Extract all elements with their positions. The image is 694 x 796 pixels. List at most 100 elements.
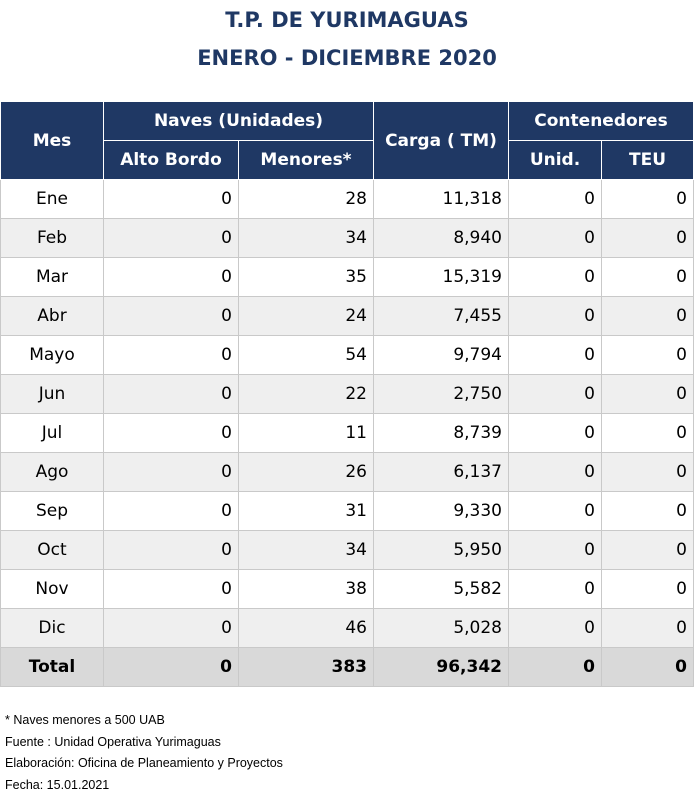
cell-alto-bordo: 0 [104, 336, 239, 375]
header-teu: TEU [602, 141, 694, 180]
total-cell-teu: 0 [602, 648, 694, 687]
cell-mes: Abr [1, 297, 104, 336]
cell-alto-bordo: 0 [104, 609, 239, 648]
cell-carga: 2,750 [374, 375, 509, 414]
cell-menores: 35 [239, 258, 374, 297]
cell-unid: 0 [509, 375, 602, 414]
cell-teu: 0 [602, 297, 694, 336]
footnotes: * Naves menores a 500 UAB Fuente : Unida… [5, 710, 283, 796]
cell-mes: Mayo [1, 336, 104, 375]
cell-alto-bordo: 0 [104, 258, 239, 297]
total-cell-menores: 383 [239, 648, 374, 687]
cell-alto-bordo: 0 [104, 414, 239, 453]
cell-unid: 0 [509, 531, 602, 570]
cell-teu: 0 [602, 414, 694, 453]
cell-teu: 0 [602, 609, 694, 648]
cell-menores: 46 [239, 609, 374, 648]
cell-alto-bordo: 0 [104, 180, 239, 219]
cell-teu: 0 [602, 219, 694, 258]
cell-carga: 5,582 [374, 570, 509, 609]
cell-unid: 0 [509, 219, 602, 258]
cell-teu: 0 [602, 258, 694, 297]
cell-alto-bordo: 0 [104, 492, 239, 531]
header-contenedores: Contenedores [509, 102, 694, 141]
cell-unid: 0 [509, 336, 602, 375]
header-menores: Menores* [239, 141, 374, 180]
footnote-elaboracion: Elaboración: Oficina de Planeamiento y P… [5, 753, 283, 775]
cell-mes: Jul [1, 414, 104, 453]
cell-unid: 0 [509, 414, 602, 453]
footnote-naves: * Naves menores a 500 UAB [5, 710, 283, 732]
cell-teu: 0 [602, 453, 694, 492]
cell-unid: 0 [509, 570, 602, 609]
cell-alto-bordo: 0 [104, 219, 239, 258]
report-subtitle: ENERO - DICIEMBRE 2020 [0, 46, 694, 70]
cell-carga: 5,028 [374, 609, 509, 648]
cell-unid: 0 [509, 609, 602, 648]
cell-carga: 7,455 [374, 297, 509, 336]
cell-unid: 0 [509, 453, 602, 492]
cell-mes: Nov [1, 570, 104, 609]
cell-mes: Sep [1, 492, 104, 531]
cell-alto-bordo: 0 [104, 375, 239, 414]
cell-teu: 0 [602, 336, 694, 375]
cell-carga: 15,319 [374, 258, 509, 297]
cell-carga: 6,137 [374, 453, 509, 492]
cell-menores: 11 [239, 414, 374, 453]
cell-carga: 8,940 [374, 219, 509, 258]
report-title: T.P. DE YURIMAGUAS [0, 8, 694, 32]
cell-carga: 9,794 [374, 336, 509, 375]
total-cell-alto-bordo: 0 [104, 648, 239, 687]
cell-alto-bordo: 0 [104, 297, 239, 336]
cell-teu: 0 [602, 570, 694, 609]
cell-teu: 0 [602, 375, 694, 414]
header-mes: Mes [1, 102, 104, 180]
cell-alto-bordo: 0 [104, 531, 239, 570]
cell-unid: 0 [509, 492, 602, 531]
cell-unid: 0 [509, 180, 602, 219]
cell-alto-bordo: 0 [104, 570, 239, 609]
cell-mes: Dic [1, 609, 104, 648]
cell-menores: 34 [239, 531, 374, 570]
cell-teu: 0 [602, 180, 694, 219]
cell-menores: 24 [239, 297, 374, 336]
cell-mes: Ene [1, 180, 104, 219]
total-cell-carga: 96,342 [374, 648, 509, 687]
cell-carga: 11,318 [374, 180, 509, 219]
cell-alto-bordo: 0 [104, 453, 239, 492]
statistics-table: Mes Naves (Unidades) Carga ( TM) Contene… [0, 101, 694, 687]
cell-carga: 5,950 [374, 531, 509, 570]
cell-mes: Oct [1, 531, 104, 570]
cell-mes: Mar [1, 258, 104, 297]
cell-menores: 38 [239, 570, 374, 609]
header-unid: Unid. [509, 141, 602, 180]
total-cell-unid: 0 [509, 648, 602, 687]
cell-mes: Feb [1, 219, 104, 258]
cell-menores: 28 [239, 180, 374, 219]
header-naves: Naves (Unidades) [104, 102, 374, 141]
header-carga: Carga ( TM) [374, 102, 509, 180]
cell-unid: 0 [509, 258, 602, 297]
cell-carga: 9,330 [374, 492, 509, 531]
cell-menores: 54 [239, 336, 374, 375]
cell-teu: 0 [602, 492, 694, 531]
cell-menores: 22 [239, 375, 374, 414]
cell-menores: 31 [239, 492, 374, 531]
cell-teu: 0 [602, 531, 694, 570]
footnote-fuente: Fuente : Unidad Operativa Yurimaguas [5, 732, 283, 754]
cell-mes: Ago [1, 453, 104, 492]
